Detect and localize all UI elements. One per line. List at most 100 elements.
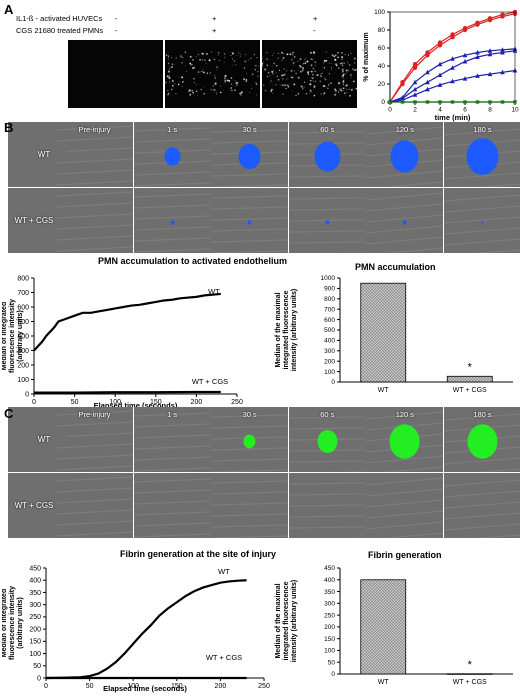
speckle-dot [170,88,173,91]
tissue-fiber [211,447,289,451]
speckle-dot [315,80,317,82]
speckle-dot [355,87,357,90]
data-point [462,76,468,81]
speckle-dot [256,83,258,85]
speckle-dot [224,81,226,83]
y-tick-label: 300 [324,601,335,608]
speckle-dot [230,83,233,85]
tissue-fiber [444,413,520,421]
x-tick-label: 2 [413,107,417,114]
tissue-fiber [133,204,211,209]
x-tick-label: 50 [71,399,79,406]
data-point [450,65,455,70]
data-point [450,35,455,40]
speckle-dot [309,71,311,73]
speckle-dot [341,62,344,65]
x-tick-label: 6 [463,107,467,114]
speckle-dot [183,60,185,61]
speckle-dot [327,87,329,89]
speckle-dot [323,93,325,95]
tissue-fiber [133,478,211,483]
micrograph-frame: 180 s [444,407,520,472]
speckle-dot [245,79,248,82]
speckle-dot [188,89,191,92]
speckle-dot [218,60,220,62]
speckle-dot [283,53,285,55]
tissue-fiber [444,490,520,498]
tissue-fiber [211,414,289,418]
speckle-dot [238,52,240,54]
speckle-dot [215,70,217,71]
speckle-dot [301,66,303,68]
tissue-fiber [211,458,289,462]
y-axis-label: integrated fluorescence [283,290,290,369]
micrograph-frame [211,473,289,538]
speckle-dot [169,81,171,83]
speckle-dot [257,75,259,77]
y-axis-label: intensity (arbitrary units) [291,580,298,662]
y-tick-label: 500 [324,327,335,334]
speckle-dot [291,59,293,61]
data-point [487,71,493,77]
speckle-dot [331,54,334,57]
speckle-dot [246,72,248,74]
tissue-fiber [366,488,444,497]
tissue-fiber [56,531,133,537]
tissue-fiber [366,411,444,420]
data-point [487,51,493,57]
speckle-dot [341,68,344,71]
timepoint-label: 30 s [242,125,257,134]
y-tick-label: 800 [324,296,335,303]
y-tick-label: 450 [29,565,41,572]
speckle-dot [262,62,264,65]
timepoint-label: 120 s [395,125,415,134]
speckle-dot [266,58,268,61]
speckle-dot [256,57,258,59]
speckle-dot [282,78,284,80]
speckle-dot [293,70,295,72]
speckle-dot [235,55,237,57]
speckle-dot [342,70,344,73]
speckle-dot [217,51,220,54]
speckle-dot [243,67,246,69]
fluorescence-blob [164,147,181,166]
speckle-dot [330,68,333,71]
tissue-fiber [56,410,133,416]
speckle-dot [283,84,286,87]
fluorescence-blob [466,138,499,175]
speckle-dot [191,89,194,92]
speckle-dot [286,53,289,56]
bar [360,579,407,675]
speckle-dot [308,92,310,94]
data-point [425,69,430,75]
x-tick-label: 200 [215,683,227,690]
x-tick-label: 50 [86,683,94,690]
speckle-dot [300,70,302,73]
speckle-dot [334,93,337,96]
chart-c-line: 0 50 100 150 200 250 0 50 100 150 200 250 300 350 400 4… [2,565,270,693]
tissue-fiber [56,454,133,460]
condition-label-il1: IL1-ß - activated HUVECs [16,14,103,23]
speckle-dot [171,79,174,83]
y-tick-label: 250 [29,614,41,621]
speckle-dot [330,62,332,64]
y-tick-label: 100 [374,9,385,16]
y-tick-label: 800 [17,275,29,282]
micrograph-texture [288,482,366,538]
speckle-dot [223,79,227,82]
y-axis-label: Median of the maximal [275,292,282,367]
micrograph-texture [444,413,520,472]
y-tick-label: 200 [324,624,335,631]
tissue-fiber [133,215,211,220]
micrograph-texture [444,194,520,253]
micrograph-texture [288,416,366,472]
tissue-fiber [56,235,133,241]
speckle-dot [312,80,314,82]
y-axis-label: Median of the maximal [275,583,282,658]
data-point [475,22,480,27]
tissue-fiber [444,205,520,213]
speckle-dot [276,65,278,67]
y-tick-label: 900 [324,286,335,293]
tissue-fiber [474,249,520,253]
speckle-dot [353,62,355,64]
